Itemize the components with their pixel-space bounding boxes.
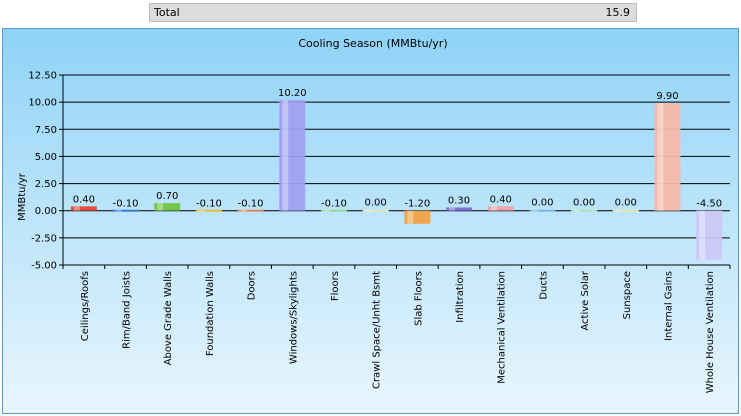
category-label: Doors — [247, 271, 258, 300]
category-label: Slab Floors — [413, 271, 424, 326]
bar-highlight — [115, 209, 122, 212]
data-label: 0.00 — [531, 198, 553, 209]
data-label: 0.00 — [615, 198, 637, 209]
cooling-season-chart: Cooling Season (MMBtu/yr) MMBtu/yr 12.50… — [17, 37, 731, 393]
data-label: 0.00 — [573, 198, 595, 209]
data-label: -1.20 — [404, 199, 430, 210]
data-labels: 0.40 -0.10 0.70 -0.10 -0.10 10.20 -0.10 0.00 -1.… — [73, 88, 722, 210]
bar — [654, 103, 681, 211]
data-label: -0.10 — [238, 199, 264, 210]
total-label: Total — [154, 6, 180, 19]
data-label: -4.50 — [696, 199, 722, 210]
data-label: 0.00 — [365, 198, 387, 209]
bar — [696, 210, 723, 260]
category-label: Whole House Ventilation — [705, 271, 716, 393]
category-label: Ducts — [538, 271, 549, 300]
axes: 12.50 10.00 7.50 5.00 2.50 0.00 -2.50 -5.00 — [28, 71, 731, 272]
bar-highlight — [407, 210, 414, 224]
total-summary-row: Total 15.9 — [149, 3, 637, 22]
bar — [237, 209, 264, 212]
data-label: 10.20 — [278, 88, 307, 99]
y-tick-label: 5.00 — [35, 152, 57, 163]
data-label: 0.40 — [73, 194, 95, 205]
category-label: Windows/Skylights — [288, 271, 299, 364]
bar — [571, 209, 598, 212]
category-label: Ceilings/Roofs — [80, 271, 91, 341]
bar-highlight — [323, 209, 330, 212]
bar — [195, 209, 222, 212]
y-tick-label: 10.00 — [28, 98, 57, 109]
y-tick-label: 2.50 — [35, 179, 57, 190]
y-tick-label: 0.00 — [35, 206, 57, 217]
data-label: -0.10 — [113, 199, 139, 210]
bar-series — [70, 99, 723, 260]
y-tick-label: -2.50 — [31, 233, 57, 244]
bar-highlight — [574, 209, 581, 212]
bar-highlight — [657, 103, 664, 211]
bar-highlight — [282, 99, 289, 211]
category-label: Internal Gains — [663, 271, 674, 341]
data-label: 0.40 — [490, 194, 512, 205]
data-label: 0.70 — [156, 191, 178, 202]
bar — [446, 207, 473, 211]
bar — [362, 209, 389, 212]
bar — [112, 209, 139, 212]
bar-highlight — [365, 209, 372, 212]
category-label: Rim/Band Joists — [122, 271, 133, 349]
bar — [70, 206, 97, 211]
category-label: Infiltration — [455, 271, 466, 323]
bar — [154, 203, 181, 211]
bar-highlight — [532, 209, 539, 212]
y-tick-label: 7.50 — [35, 125, 57, 136]
bar — [320, 209, 347, 212]
bar-highlight — [449, 207, 456, 211]
y-axis-title: MMBtu/yr — [17, 172, 28, 221]
y-tick-label: -5.00 — [31, 261, 57, 272]
category-label: Floors — [330, 271, 341, 301]
total-value: 15.9 — [605, 6, 631, 19]
data-label: 9.90 — [656, 91, 678, 102]
bar-highlight — [157, 203, 164, 211]
chart-title: Cooling Season (MMBtu/yr) — [298, 37, 447, 50]
bar-highlight — [198, 209, 205, 212]
category-label: Above Grade Walls — [163, 271, 174, 365]
category-label: Sunspace — [622, 271, 633, 319]
category-labels: Ceilings/Roofs Rim/Band Joists Above Grade… — [80, 270, 716, 393]
category-label: Foundation Walls — [205, 271, 216, 356]
y-tick-label: 12.50 — [28, 71, 57, 82]
data-label: -0.10 — [321, 199, 347, 210]
bar-highlight — [73, 206, 80, 211]
category-label: Mechanical Ventilation — [497, 271, 508, 384]
bar — [529, 209, 556, 212]
gridlines — [63, 74, 730, 266]
category-label: Crawl Space/Unht Bsmt — [372, 271, 383, 389]
bar-highlight — [615, 209, 622, 212]
category-label: Active Solar — [580, 270, 591, 330]
bar-highlight — [490, 206, 497, 211]
bar — [612, 209, 639, 212]
bar — [404, 210, 431, 224]
bar-highlight — [240, 209, 247, 212]
bar — [279, 99, 306, 211]
data-label: 0.30 — [448, 195, 470, 206]
cooling-season-chart-panel: Cooling Season (MMBtu/yr) MMBtu/yr 12.50… — [2, 28, 739, 414]
bar-highlight — [699, 210, 706, 260]
data-label: -0.10 — [196, 199, 222, 210]
bar — [487, 206, 514, 211]
